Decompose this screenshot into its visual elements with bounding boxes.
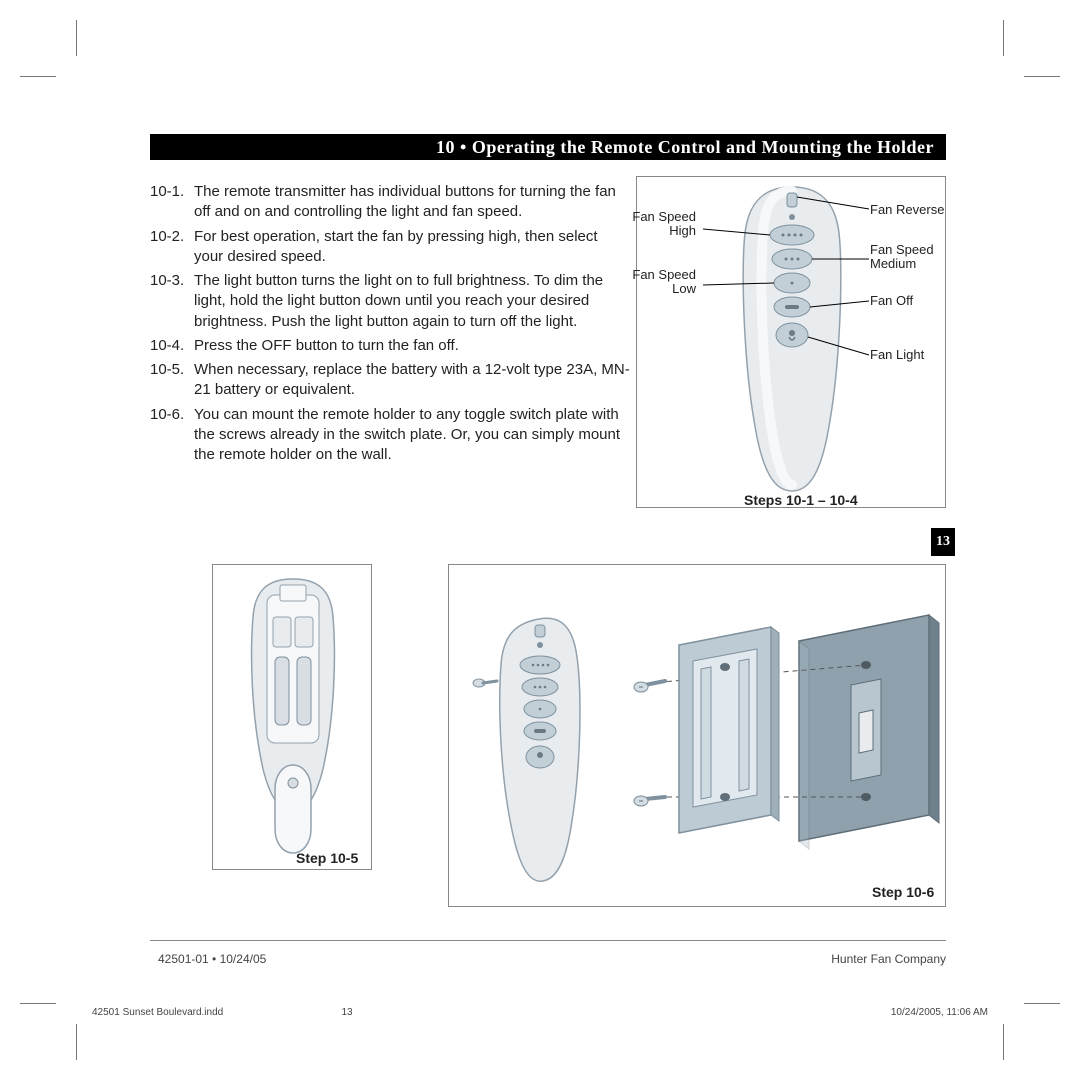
figure-b-frame bbox=[212, 564, 372, 870]
step-item: 10-2. For best operation, start the fan … bbox=[150, 227, 630, 268]
crop-mark bbox=[20, 1003, 56, 1004]
label-fan-reverse: Fan Reverse bbox=[870, 203, 944, 217]
crop-mark bbox=[1024, 1003, 1060, 1004]
label-fan-light: Fan Light bbox=[870, 348, 924, 362]
step-text: Press the OFF button to turn the fan off… bbox=[194, 336, 630, 356]
crop-mark bbox=[1024, 76, 1060, 77]
step-item: 10-1. The remote transmitter has individ… bbox=[150, 182, 630, 223]
label-fan-speed-low: Fan Speed Low bbox=[626, 268, 696, 297]
page-number-tab: 13 bbox=[931, 528, 955, 556]
imposition-footer: 42501 Sunset Boulevard.indd 13 10/24/200… bbox=[92, 1007, 988, 1018]
step-number: 10-2. bbox=[150, 227, 194, 247]
step-text: You can mount the remote holder to any t… bbox=[194, 405, 630, 466]
step-number: 10-5. bbox=[150, 360, 194, 380]
indd-timestamp: 10/24/2005, 11:06 AM bbox=[891, 1007, 988, 1018]
step-number: 10-3. bbox=[150, 271, 194, 291]
indd-filename: 42501 Sunset Boulevard.indd bbox=[92, 1007, 223, 1018]
step-item: 10-6. You can mount the remote holder to… bbox=[150, 405, 630, 466]
figure-c-caption: Step 10-6 bbox=[872, 884, 934, 900]
step-text: The remote transmitter has individual bu… bbox=[194, 182, 630, 223]
section-title-bar: 10 • Operating the Remote Control and Mo… bbox=[150, 134, 946, 160]
label-fan-speed-high: Fan Speed High bbox=[626, 210, 696, 239]
label-fan-off: Fan Off bbox=[870, 294, 913, 308]
figure-b-caption: Step 10-5 bbox=[296, 850, 358, 866]
step-text: For best operation, start the fan by pre… bbox=[194, 227, 630, 268]
step-text: The light button turns the light on to f… bbox=[194, 271, 630, 332]
step-text: When necessary, replace the battery with… bbox=[194, 360, 630, 401]
page: 10 • Operating the Remote Control and Mo… bbox=[0, 0, 1080, 1080]
step-number: 10-6. bbox=[150, 405, 194, 425]
crop-mark bbox=[20, 76, 56, 77]
footer-right: Hunter Fan Company bbox=[831, 952, 946, 966]
footer-left: 42501-01 • 10/24/05 bbox=[158, 952, 266, 966]
step-number: 10-1. bbox=[150, 182, 194, 202]
steps-list: 10-1. The remote transmitter has individ… bbox=[150, 182, 630, 469]
crop-mark bbox=[1003, 1024, 1004, 1060]
crop-mark bbox=[76, 1024, 77, 1060]
figure-c-svg bbox=[449, 565, 947, 908]
figure-a-caption: Steps 10-1 – 10-4 bbox=[744, 492, 858, 508]
indd-pagenum: 13 bbox=[341, 1007, 352, 1018]
label-fan-speed-medium: Fan Speed Medium bbox=[870, 243, 945, 272]
step-number: 10-4. bbox=[150, 336, 194, 356]
step-item: 10-5. When necessary, replace the batter… bbox=[150, 360, 630, 401]
crop-mark bbox=[1003, 20, 1004, 56]
figure-c-frame bbox=[448, 564, 946, 907]
page-footer: 42501-01 • 10/24/05 Hunter Fan Company bbox=[158, 952, 946, 966]
step-item: 10-4. Press the OFF button to turn the f… bbox=[150, 336, 630, 356]
figure-b-svg bbox=[213, 565, 373, 871]
crop-mark bbox=[76, 20, 77, 56]
footer-rule bbox=[150, 940, 946, 941]
step-item: 10-3. The light button turns the light o… bbox=[150, 271, 630, 332]
